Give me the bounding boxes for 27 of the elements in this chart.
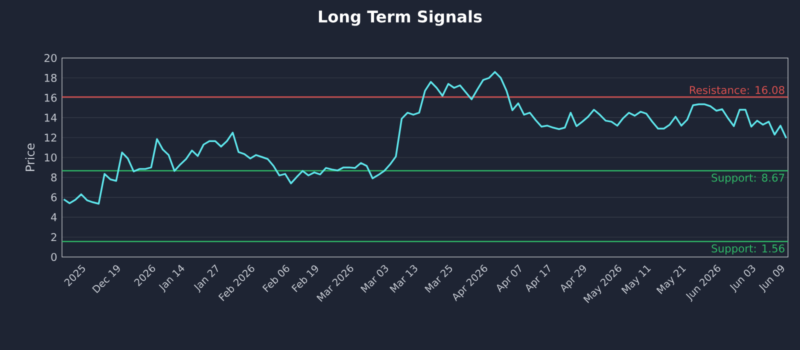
x-tick-label: Jan 14 — [158, 264, 184, 293]
ref-line-label: Resistance: 16.08 — [690, 86, 784, 94]
y-tick-label: 8 — [51, 173, 57, 182]
y-tick-label: 18 — [44, 74, 57, 82]
x-tick-label: Jan 27 — [194, 264, 218, 293]
y-tick-label: 10 — [44, 153, 57, 162]
y-tick-label: 6 — [51, 193, 57, 202]
x-tick-label: Jun 03 — [730, 265, 756, 293]
y-tick-label: 0 — [51, 252, 57, 262]
y-tick-label: 4 — [51, 213, 57, 222]
x-tick-label: Apr 17 — [526, 264, 550, 292]
y-tick-label: 20 — [44, 54, 57, 62]
y-tick-label: 12 — [44, 134, 56, 142]
x-tick-label: Feb 19 — [291, 265, 318, 292]
ref-line-label: Support: 1.56 — [712, 244, 784, 255]
x-tick-label: Jun 09 — [758, 265, 784, 293]
y-tick-label: 2 — [51, 233, 56, 242]
x-tick-label: Feb 06 — [262, 264, 290, 292]
x-tick-label: Apr 07 — [496, 264, 521, 292]
line-series — [62, 71, 788, 205]
y-tick-label: 14 — [44, 114, 57, 122]
y-axis-title: Price — [25, 143, 35, 171]
chart-title: Long Term Signals — [318, 10, 482, 26]
x-tick-label: Dec 19 — [92, 265, 120, 294]
y-tick-label: 16 — [44, 94, 57, 102]
x-tick-label: Apr 29 — [560, 265, 586, 292]
ref-line-label: Support: 8.67 — [712, 174, 784, 184]
